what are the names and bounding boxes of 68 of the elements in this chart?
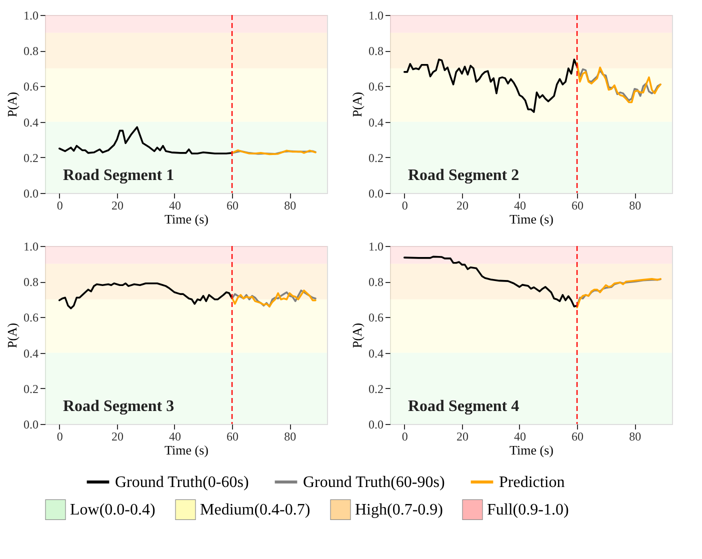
y-tick-label: 0.0 <box>24 186 38 200</box>
y-tick-label: 0.0 <box>368 418 384 432</box>
legend-label: High(0.7-0.9) <box>355 502 443 519</box>
x-tick-label: 80 <box>629 430 642 444</box>
x-tick-label: 60 <box>226 430 239 444</box>
y-tick-label: 0.6 <box>24 310 38 325</box>
line-series <box>403 58 578 113</box>
y-tick-label: 0.4 <box>24 115 38 130</box>
x-tick-label: 40 <box>514 198 526 212</box>
x-tick-label: 40 <box>168 430 181 444</box>
legend-label: Low(0.0-0.4) <box>70 502 156 519</box>
x-tick-label: 80 <box>284 430 296 444</box>
x-axis-title: Time (s) <box>510 212 554 226</box>
y-tick-label: 0.4 <box>368 346 384 360</box>
legend-label: Ground Truth(60-90s) <box>303 474 445 491</box>
x-tick-label: 0 <box>402 430 408 444</box>
x-tick-label: 20 <box>111 198 124 212</box>
line-series <box>231 290 316 308</box>
legend-label: Full(0.9-1.0) <box>487 502 569 519</box>
y-tick-label: 0.8 <box>24 44 38 58</box>
x-tick-label: 40 <box>514 430 526 444</box>
y-axis-title: P(A) <box>4 92 20 118</box>
y-axis-title: P(A) <box>350 92 364 118</box>
y-tick-label: 0.0 <box>24 418 38 432</box>
x-tick-label: 60 <box>572 198 584 212</box>
legend-label: Medium(0.4-0.7) <box>200 502 310 519</box>
y-tick-label: 0.8 <box>368 44 384 58</box>
y-axis-title: P(A) <box>4 322 20 348</box>
x-tick-label: 20 <box>456 198 468 212</box>
y-tick-label: 0.2 <box>368 150 384 165</box>
y-tick-label: 0.8 <box>24 275 38 290</box>
x-axis-title: Time (s) <box>510 442 554 458</box>
y-tick-label: 0.2 <box>24 150 38 165</box>
x-axis-title: Time (s) <box>164 442 208 458</box>
x-tick-label: 0 <box>56 198 63 212</box>
y-tick-label: 1.0 <box>368 240 384 254</box>
annotation: Road Segment 3 <box>63 398 174 415</box>
x-tick-label: 80 <box>284 198 296 212</box>
x-tick-label: 60 <box>572 430 584 444</box>
annotation: Road Segment 1 <box>63 167 174 184</box>
x-tick-label: 20 <box>111 430 124 444</box>
y-tick-label: 1.0 <box>24 240 38 254</box>
y-tick-label: 0.4 <box>24 346 38 360</box>
y-tick-label: 1.0 <box>24 8 38 22</box>
y-tick-label: 0.6 <box>24 80 38 94</box>
line-series <box>58 126 233 154</box>
x-axis-title: Time (s) <box>164 212 208 226</box>
x-tick-label: 20 <box>456 430 468 444</box>
line-series <box>58 282 233 310</box>
annotation: Road Segment 4 <box>408 398 520 415</box>
legend-label: Ground Truth(0-60s) <box>115 474 249 491</box>
y-tick-label: 0.4 <box>368 115 384 130</box>
x-tick-label: 60 <box>226 198 239 212</box>
y-tick-label: 0.6 <box>368 310 384 325</box>
x-tick-label: 0 <box>56 430 63 444</box>
y-tick-label: 1.0 <box>368 8 384 22</box>
y-tick-label: 0.2 <box>368 382 384 396</box>
y-tick-label: 0.6 <box>368 80 384 94</box>
y-tick-label: 0.0 <box>368 186 384 200</box>
y-axis-title: P(A) <box>350 322 364 348</box>
y-tick-label: 0.8 <box>368 275 384 290</box>
legend-label: Prediction <box>499 474 565 491</box>
y-tick-label: 0.2 <box>24 382 38 396</box>
line-series <box>403 256 578 308</box>
x-tick-label: 0 <box>402 198 408 212</box>
x-tick-label: 40 <box>168 198 181 212</box>
x-tick-label: 80 <box>629 198 642 212</box>
annotation: Road Segment 2 <box>408 167 520 184</box>
